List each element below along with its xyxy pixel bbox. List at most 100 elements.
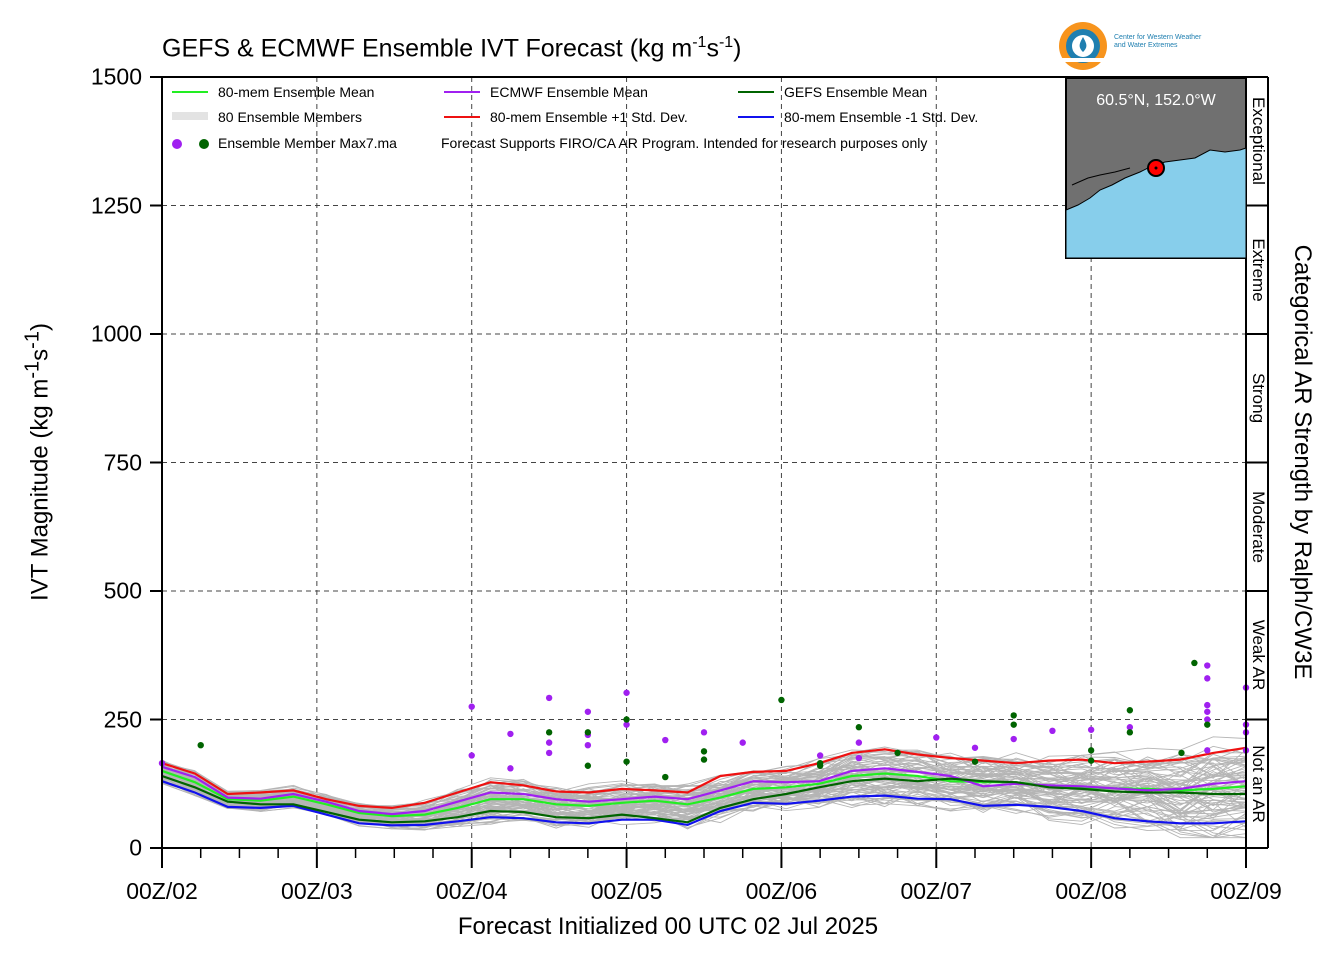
y-tick-label: 500 (103, 577, 142, 604)
ecmwf-max-point (584, 708, 592, 715)
ensemble-member-line (161, 745, 1247, 807)
ecmwf-max-point (1126, 724, 1134, 731)
gefs-max-point (971, 758, 979, 765)
maxima-points (158, 659, 1250, 781)
logo-text: Center for Western Weather and Water Ext… (1114, 34, 1202, 49)
ecmwf-max-point (545, 739, 553, 746)
legend-ecmwf-mean: ECMWF Ensemble Mean (490, 84, 648, 100)
category-label: Not an AR (1249, 745, 1268, 823)
ecmwf-max-point (507, 765, 514, 772)
cw3e-logo-icon (1058, 20, 1110, 77)
ensemble-member-line (161, 751, 1247, 808)
ecmwf-max-point (700, 729, 708, 736)
x-tick-label: 00Z/04 (435, 878, 508, 904)
ecmwf-max-point (507, 730, 514, 738)
y-axis-label: IVT Magnitude (kg m-1s-1) (21, 323, 54, 601)
gefs-max-point (700, 756, 708, 763)
ecmwf-max-point (1204, 701, 1211, 709)
ensemble-member-line (161, 783, 1247, 839)
legend-minus-sd: 80-mem Ensemble -1 Std. Dev. (784, 109, 979, 125)
right-axis-label: Categorical AR Strength by Ralph/CW3E (1289, 244, 1316, 680)
ecmwf-max-point (468, 752, 475, 759)
x-tick-label: 00Z/07 (900, 878, 973, 904)
ecmwf-max-point (1049, 727, 1056, 735)
series-line-80-mem-ensemble-1-std-dev- (161, 780, 1247, 827)
gefs-max-point (1010, 712, 1017, 719)
gefs-max-point (1126, 729, 1134, 736)
gefs-max-point (1178, 749, 1185, 757)
legend-note: Forecast Supports FIRO/CA AR Program. In… (441, 135, 928, 151)
y-tick-label: 0 (129, 834, 142, 861)
category-label: Strong (1249, 373, 1268, 424)
series-line-gefs-ensemble-mean (161, 774, 1246, 824)
ecmwf-max-point (623, 721, 630, 728)
y-tick-label: 1500 (90, 63, 142, 90)
ecmwf-max-point (816, 752, 824, 759)
legend-gefs-mean: GEFS Ensemble Mean (784, 84, 928, 100)
ecmwf-max-point (545, 749, 553, 757)
gefs-max-point (1204, 721, 1211, 728)
legend-plus-sd: 80-mem Ensemble +1 Std. Dev. (490, 109, 688, 125)
legend-members: 80 Ensemble Members (218, 109, 362, 125)
gefs-max-point (623, 716, 630, 723)
ecmwf-max-point (1087, 726, 1095, 733)
ecmwf-max-point (662, 736, 669, 744)
category-label: Weak AR (1249, 619, 1268, 691)
ecmwf-max-point (1010, 735, 1017, 743)
gefs-max-point (584, 729, 592, 736)
location-map (1065, 77, 1247, 259)
ecmwf-max-point (1204, 675, 1211, 682)
ecmwf-max-point (545, 694, 553, 702)
ecmwf-max-point (855, 754, 863, 762)
ecmwf-max-point (933, 734, 940, 741)
gefs-max-point (894, 749, 901, 757)
gefs-max-point (1126, 707, 1134, 714)
category-label: Extreme (1249, 238, 1268, 302)
x-tick-label: 00Z/03 (281, 878, 353, 904)
gefs-max-point (623, 758, 630, 765)
legend-swatches (172, 91, 774, 149)
ecmwf-max-point (855, 739, 863, 746)
gefs-max-point (816, 762, 824, 769)
gefs-max-point (1191, 659, 1198, 667)
gefs-max-point (855, 724, 863, 731)
x-tick-label: 00Z/05 (590, 878, 663, 904)
ecmwf-max-point (584, 742, 592, 749)
ecmwf-max-point (739, 739, 746, 746)
ecmwf-max-point (468, 703, 475, 710)
gefs-max-point (584, 762, 592, 769)
category-label: Exceptional (1249, 97, 1268, 186)
gefs-max-point (778, 696, 785, 704)
chart-title: GEFS & ECMWF Ensemble IVT Forecast (kg m… (162, 34, 742, 63)
gefs-max-point (545, 729, 553, 736)
y-tick-label: 1000 (90, 320, 142, 347)
map-location-label: 60.5°N, 152.0°W (1096, 92, 1216, 109)
legend-mean80: 80-mem Ensemble Mean (218, 84, 375, 100)
gefs-max-point (700, 748, 708, 755)
y-tick-label: 250 (103, 706, 142, 732)
series-lines (161, 746, 1247, 827)
ecmwf-max-point (1204, 747, 1211, 754)
gefs-max-point (1087, 747, 1095, 754)
ecmwf-max-point (971, 744, 979, 751)
series-line-80-mem-ensemble-1-std-dev- (161, 746, 1247, 810)
gefs-max-point (1087, 757, 1095, 764)
gefs-max-point (1010, 721, 1017, 728)
legend-maxima: Ensemble Member Max7.ma (218, 135, 397, 151)
ecmwf-max-point (1204, 662, 1211, 669)
x-tick-label: 00Z/08 (1055, 878, 1127, 904)
legend-ecmwf-dot (172, 139, 182, 149)
series-line-ecmwf-ensemble-mean (161, 765, 1247, 816)
gefs-max-point (662, 773, 669, 781)
x-tick-label: 00Z/02 (126, 878, 198, 904)
ecmwf-max-point (623, 689, 630, 696)
x-tick-label: 00Z/09 (1210, 878, 1282, 904)
ecmwf-max-point (1204, 708, 1211, 715)
category-label: Moderate (1249, 490, 1268, 563)
x-axis-label: Forecast Initialized 00 UTC 02 Jul 2025 (457, 913, 879, 940)
y-tick-label: 1250 (90, 192, 142, 218)
x-tick-label: 00Z/06 (745, 878, 818, 904)
ecmwf-max-point (1204, 716, 1211, 723)
gefs-max-point (197, 742, 204, 749)
